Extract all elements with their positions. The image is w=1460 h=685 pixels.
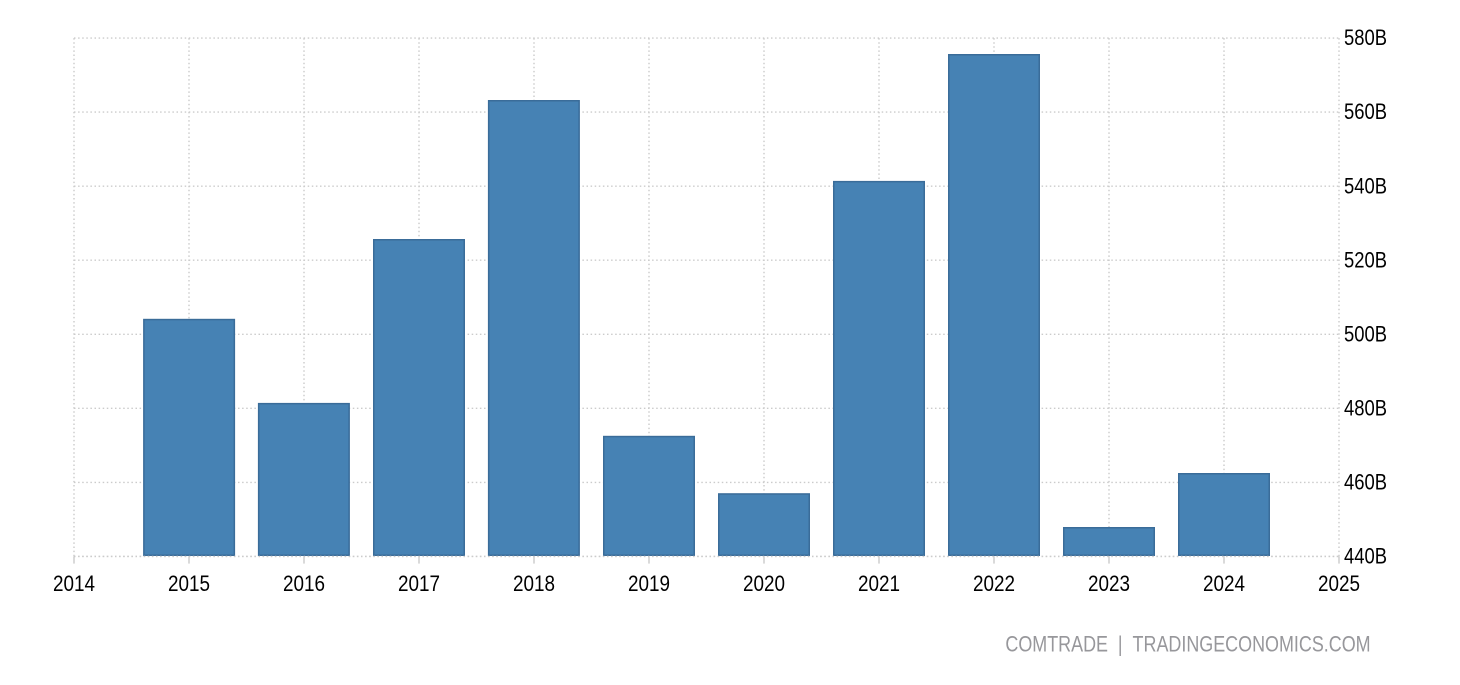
svg-text:2024: 2024: [1203, 571, 1245, 596]
svg-text:460B: 460B: [1344, 470, 1387, 495]
svg-text:2014: 2014: [53, 571, 95, 596]
svg-text:520B: 520B: [1344, 247, 1387, 272]
svg-text:2019: 2019: [628, 571, 670, 596]
svg-text:2022: 2022: [973, 571, 1015, 596]
svg-text:440B: 440B: [1344, 544, 1387, 569]
svg-text:2025: 2025: [1318, 571, 1360, 596]
svg-text:2015: 2015: [168, 571, 210, 596]
svg-text:2017: 2017: [398, 571, 440, 596]
svg-text:480B: 480B: [1344, 395, 1387, 420]
svg-text:2016: 2016: [283, 571, 325, 596]
svg-text:COMTRADE | TRADINGECONOMICS.: COMTRADE | TRADINGECONOMICS.COM: [1005, 631, 1370, 656]
svg-text:540B: 540B: [1344, 173, 1387, 198]
svg-text:580B: 580B: [1344, 25, 1387, 50]
svg-text:500B: 500B: [1344, 321, 1387, 346]
svg-text:2018: 2018: [513, 571, 555, 596]
svg-text:2023: 2023: [1088, 571, 1130, 596]
svg-text:2021: 2021: [858, 571, 900, 596]
svg-text:560B: 560B: [1344, 99, 1387, 124]
svg-text:2020: 2020: [743, 571, 785, 596]
